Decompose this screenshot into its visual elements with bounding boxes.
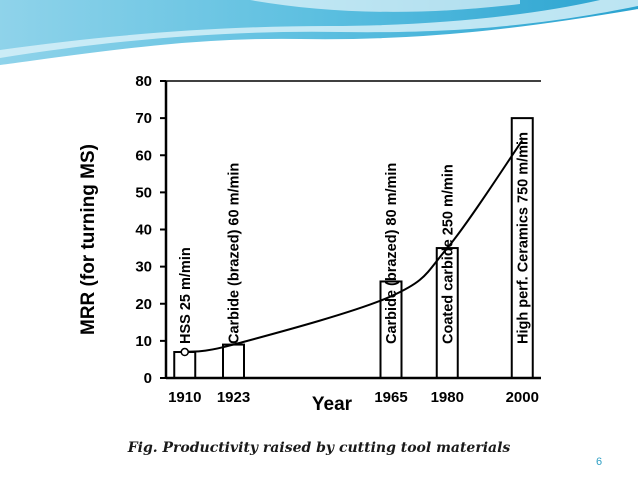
bar-label-1910: HSS 25 m/min <box>178 247 194 344</box>
chart-panel: 0 10 20 30 40 50 60 70 80 HSS 25 m/min Carbide (b… <box>66 60 574 418</box>
y-tick-label: 20 <box>135 296 152 313</box>
y-tick-label: 0 <box>144 370 152 387</box>
y-tick-label: 60 <box>135 147 152 164</box>
slide-header-banner <box>0 0 638 67</box>
y-tick-label: 70 <box>135 110 152 127</box>
trend-curve <box>184 139 524 354</box>
y-tick-label: 10 <box>135 333 152 350</box>
bar-label-1923: Carbide (brazed) 60 m/min <box>227 163 243 344</box>
bar-label-1965: Carbide (brazed) 80 m/min <box>384 163 400 344</box>
bar-1923 <box>222 343 245 379</box>
bar-label-2000: High perf. Ceramics 750 m/min <box>515 132 531 344</box>
y-tick-label: 30 <box>135 259 152 276</box>
x-tick-label-1980: 1980 <box>431 389 464 406</box>
trend-start-point <box>180 347 189 357</box>
figure-caption: Fig. Productivity raised by cutting tool… <box>127 440 511 456</box>
slide-number: 6 <box>596 456 603 468</box>
y-tick-label: 50 <box>135 184 152 201</box>
mrr-bar-chart: 0 10 20 30 40 50 60 70 80 HSS 25 m/min Carbide (b… <box>78 73 541 415</box>
y-tick-label: 40 <box>135 222 152 239</box>
y-axis-label: MRR (for turning MS) <box>78 144 99 335</box>
bar-label-1980: Coated carbide 250 m/min <box>440 164 456 344</box>
x-tick-label-2000: 2000 <box>506 389 539 406</box>
x-tick-label-1923: 1923 <box>217 389 250 406</box>
x-tick-label-1910: 1910 <box>168 389 201 406</box>
y-tick-label: 80 <box>135 73 152 90</box>
x-axis-label: Year <box>312 394 353 415</box>
x-tick-label-1965: 1965 <box>374 389 407 406</box>
